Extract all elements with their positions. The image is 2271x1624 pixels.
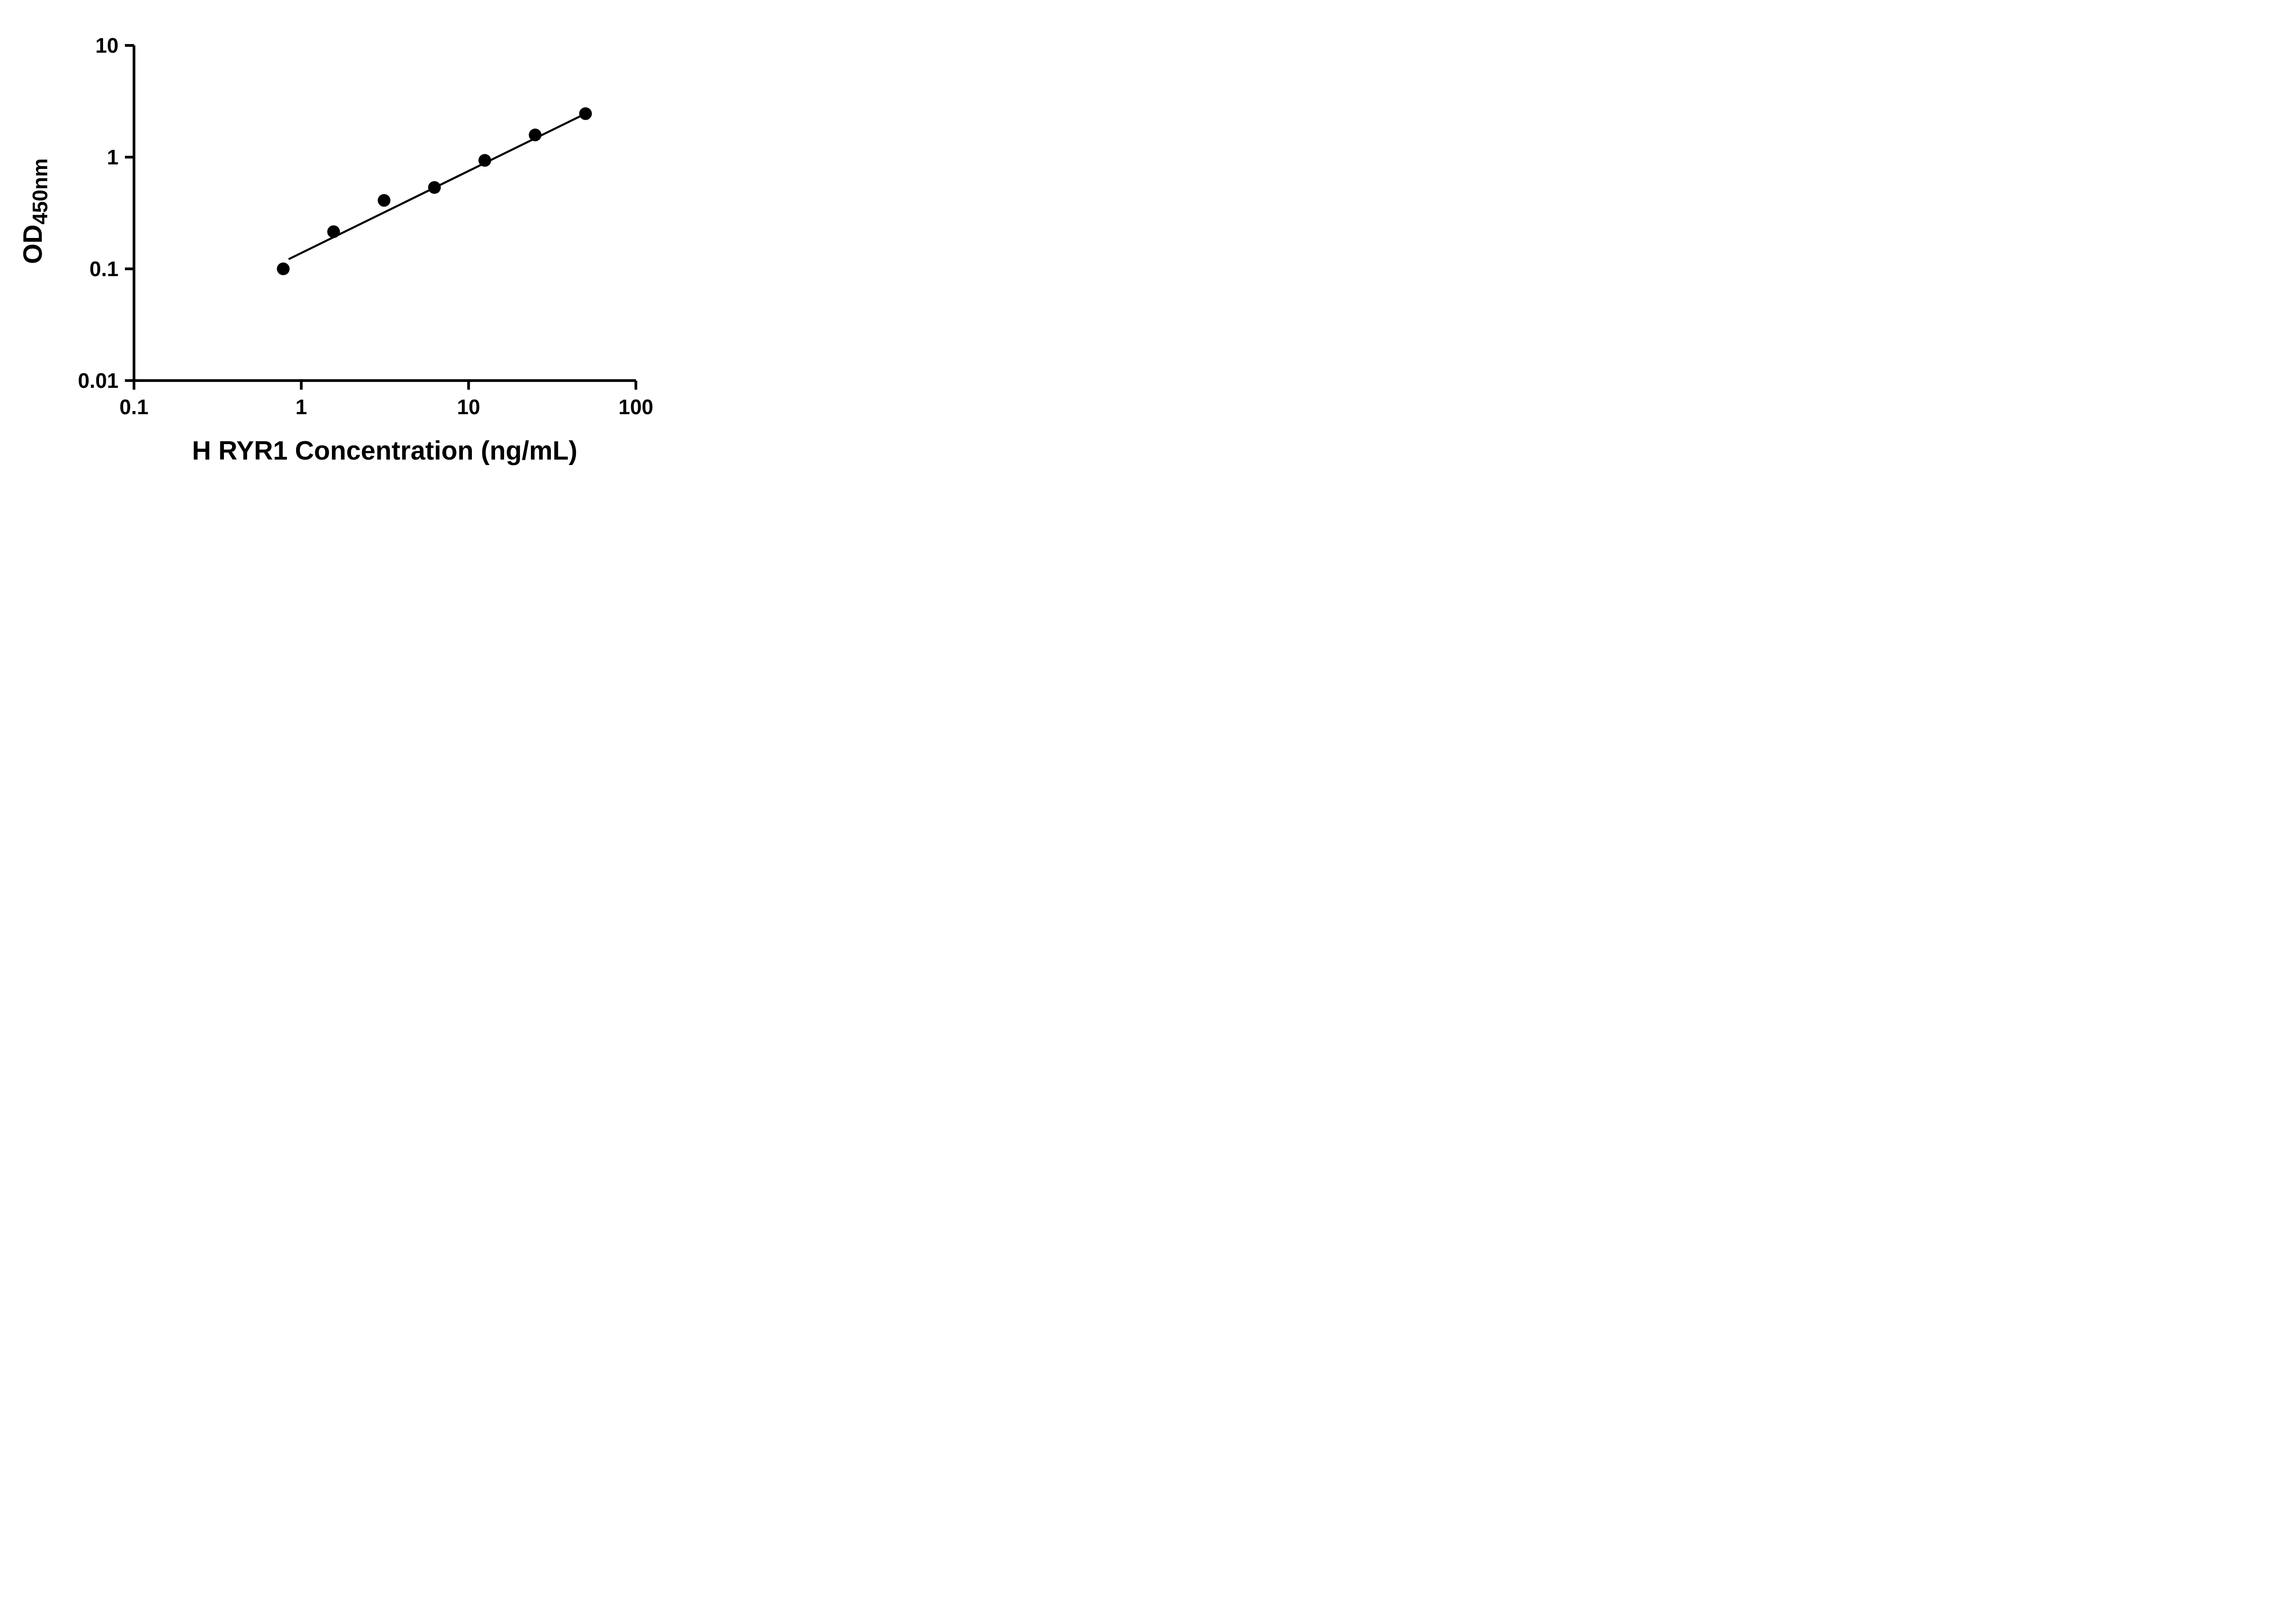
y-axis-title: OD450nm xyxy=(18,158,52,264)
x-axis-title: H RYR1 Concentration (ng/mL) xyxy=(192,436,578,465)
elisa-standard-curve-figure: 0.1 1 10 100 0.01 0.1 1 10 H RYR1 Concentration… xyxy=(0,0,699,487)
data-point xyxy=(327,225,340,238)
data-point xyxy=(277,262,290,275)
data-point xyxy=(529,129,542,142)
y-axis-title-subscript: 450nm xyxy=(28,158,52,225)
x-tick-label: 1 xyxy=(296,395,307,419)
y-tick-label: 10 xyxy=(95,34,119,57)
data-series-layer xyxy=(277,107,592,275)
data-point xyxy=(579,107,592,120)
x-tick-label: 10 xyxy=(457,395,480,419)
x-tick-label: 100 xyxy=(619,395,654,419)
x-tick-label: 0.1 xyxy=(119,395,149,419)
y-tick-label: 0.01 xyxy=(78,369,119,392)
data-point xyxy=(428,181,441,194)
y-axis-title-main: OD xyxy=(18,224,48,264)
y-tick-label: 0.1 xyxy=(89,257,119,281)
y-tick-label: 1 xyxy=(107,145,119,169)
data-point xyxy=(377,194,391,207)
data-point xyxy=(478,154,491,167)
